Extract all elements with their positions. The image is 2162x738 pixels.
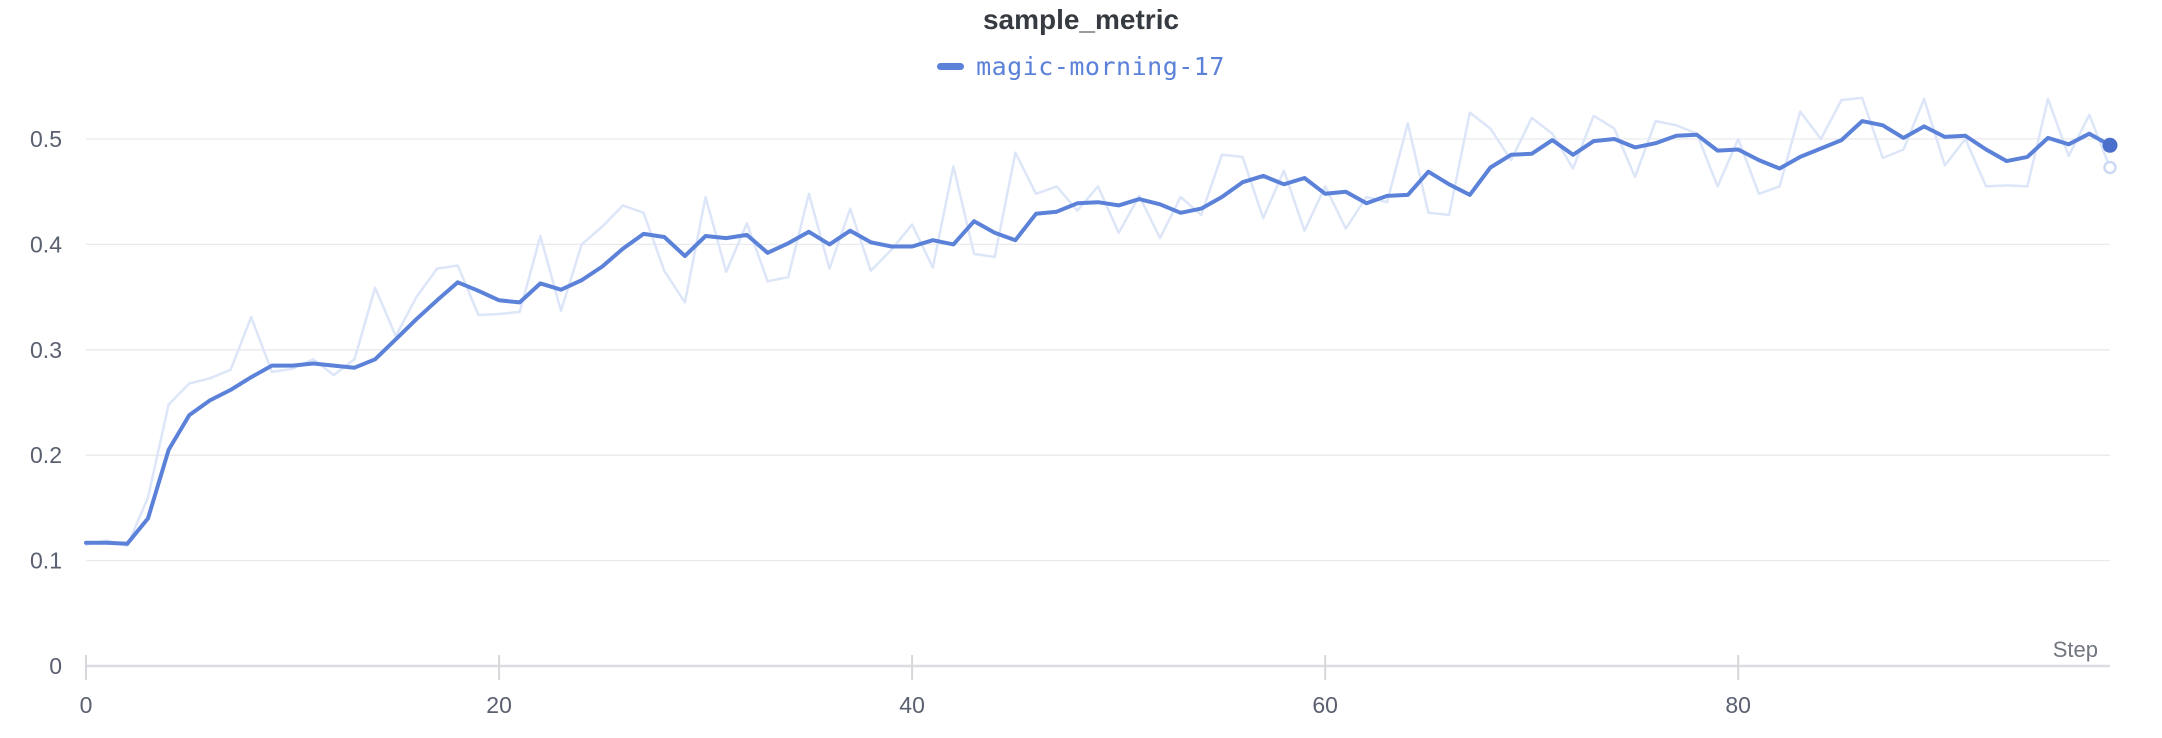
raw-series-end-dot — [2103, 160, 2117, 175]
y-tick-label: 0.2 — [30, 442, 62, 468]
series-group — [84, 96, 2118, 548]
x-tick-label: 20 — [486, 692, 512, 718]
y-tick-label: 0.5 — [30, 126, 62, 152]
y-tick-label: 0.1 — [30, 548, 62, 574]
axis-group — [85, 655, 2110, 680]
x-tick-label: 60 — [1312, 692, 1338, 718]
tick-labels-group: 0 0.1 0.2 0.3 0.4 0.5 0 20 40 60 80 Step — [30, 126, 2098, 718]
x-tick-label: 0 — [80, 692, 93, 718]
x-tick-label: 80 — [1725, 692, 1751, 718]
panel-title: sample_metric — [982, 4, 1180, 35]
y-tick-label: 0 — [49, 653, 62, 679]
legend-line-icon — [937, 62, 965, 70]
x-tick-label: 40 — [899, 692, 925, 718]
gridlines-group — [86, 138, 2110, 562]
y-tick-label: 0.3 — [30, 337, 62, 363]
legend-run-name[interactable]: magic-morning-17 — [976, 51, 1225, 81]
series-line-raw — [84, 96, 2112, 548]
series-line-smoothed — [84, 119, 2112, 546]
legend: magic-morning-17 — [0, 51, 2162, 81]
y-tick-label: 0.4 — [30, 231, 62, 257]
x-axis-title: Step — [2053, 637, 2098, 662]
series-end-dot — [2102, 137, 2118, 153]
